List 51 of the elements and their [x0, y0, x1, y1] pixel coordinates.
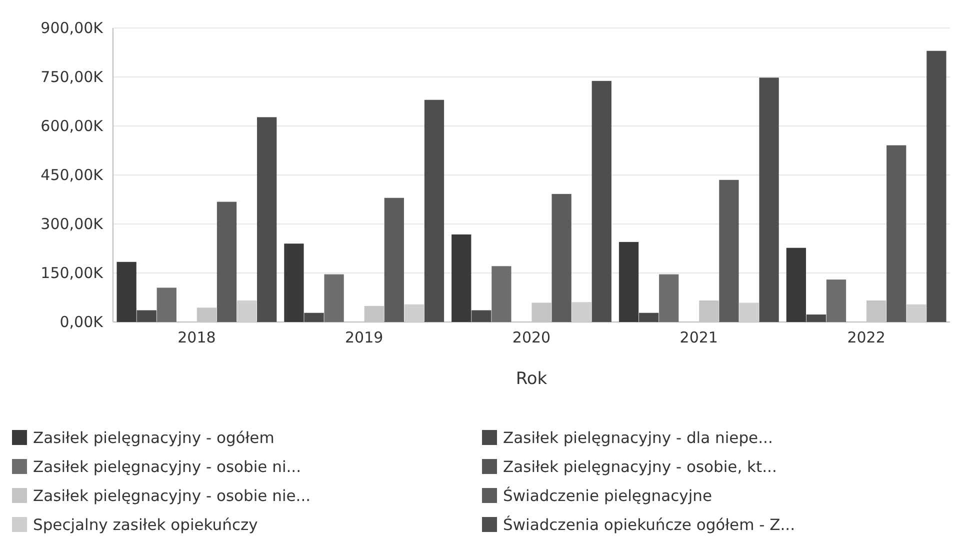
y-tick-label: 300,00K [40, 214, 104, 233]
legend-label: Zasiłek pielęgnacyjny - osobie ni... [33, 458, 302, 476]
x-tick-label: 2022 [847, 328, 886, 347]
legend-label: Zasiłek pielęgnacyjny - dla niepe... [503, 429, 773, 447]
y-tick-label: 750,00K [40, 68, 104, 86]
bar [886, 145, 906, 322]
bar [424, 100, 444, 322]
bar [572, 302, 592, 322]
legend-label: Świadczenia opiekuńcze ogółem - Z... [503, 515, 796, 534]
x-tick-label: 2020 [512, 328, 551, 347]
legend-label: Zasiłek pielęgnacyjny - osobie, kt... [503, 458, 777, 476]
bar [659, 274, 679, 322]
x-tick-label: 2019 [345, 328, 384, 347]
y-tick-label: 150,00K [40, 264, 104, 282]
bar [719, 180, 739, 322]
bar [452, 234, 472, 322]
bar [806, 314, 826, 322]
bar [552, 194, 572, 322]
bar [404, 304, 424, 322]
bar [324, 274, 344, 322]
y-tick-label: 450,00K [40, 166, 104, 184]
bar [384, 198, 404, 322]
x-tick-label: 2018 [178, 328, 216, 347]
legend-label: Zasiłek pielęgnacyjny - ogółem [33, 429, 274, 447]
bar [304, 312, 324, 322]
bar [786, 248, 806, 322]
bar [739, 302, 759, 322]
bar [257, 117, 277, 322]
bar [156, 288, 176, 322]
bar [926, 50, 946, 322]
bar [284, 244, 304, 322]
bar [638, 312, 659, 322]
y-tick-label: 0,00K [60, 312, 104, 331]
bar [116, 262, 136, 322]
bar [136, 310, 156, 322]
bar [492, 266, 512, 322]
x-axis-title: Rok [516, 369, 548, 389]
y-tick-label: 900,00K [40, 18, 104, 37]
bar [216, 202, 237, 322]
y-tick-label: 600,00K [40, 116, 104, 135]
legend-label: Zasiłek pielęgnacyjny - osobie nie... [33, 487, 311, 505]
bar [592, 80, 612, 322]
bar [759, 78, 779, 322]
bar [236, 300, 257, 322]
bar [906, 304, 926, 322]
legend-label: Specjalny zasiłek opiekuńczy [33, 516, 258, 534]
bar [826, 280, 846, 322]
bar [618, 242, 639, 322]
x-tick-label: 2021 [680, 328, 718, 347]
legend-label: Świadczenie pielęgnacyjne [503, 486, 712, 505]
bar [472, 310, 492, 322]
